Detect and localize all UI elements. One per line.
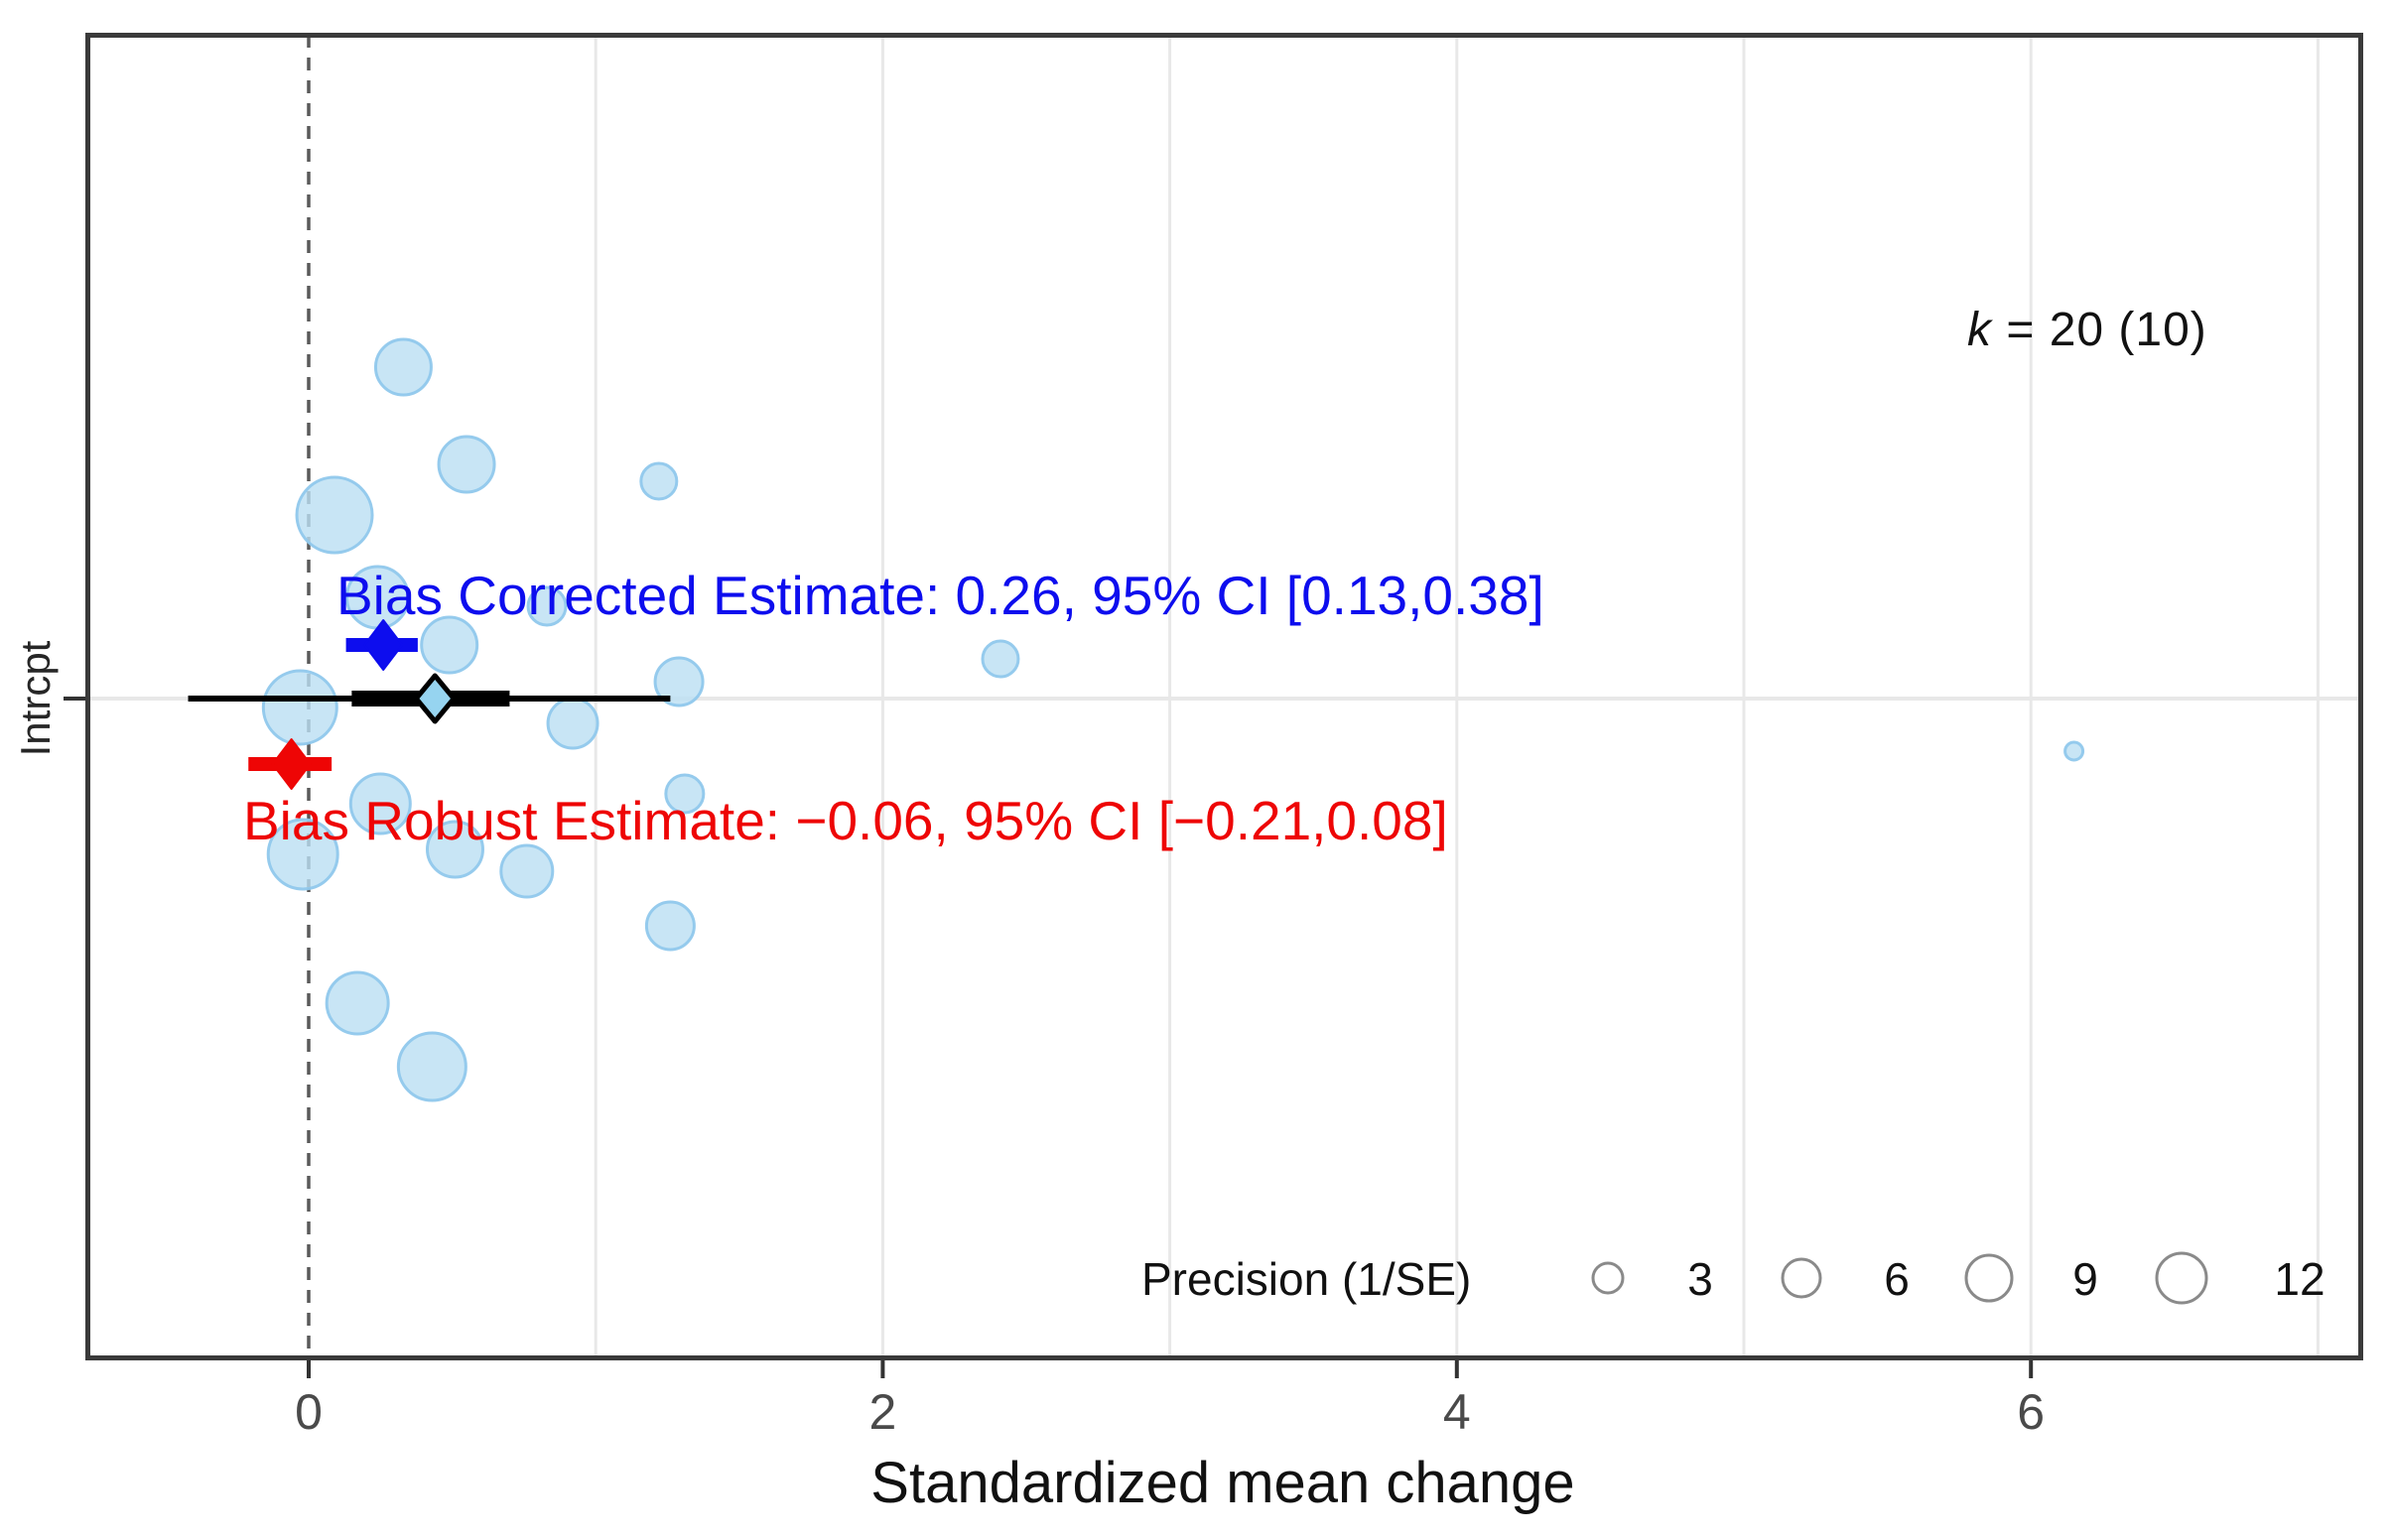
study-bubble [653,656,705,707]
x-axis-label: Standardized mean change [870,1451,1575,1515]
study-bubble [266,818,339,891]
legend-size-label: 6 [1884,1253,1910,1305]
x-tick-label: 2 [868,1384,897,1440]
legend-size-label: 3 [1687,1253,1713,1305]
study-bubble [981,639,1020,679]
legend-size-circle [1591,1261,1625,1295]
legend-title: Precision (1/SE) [1141,1253,1472,1305]
study-bubble [325,970,390,1036]
study-bubble [639,461,679,501]
study-bubble [664,773,706,815]
legend-size-circle [1781,1257,1822,1299]
k-count-annotation: k = 20 (10) [1967,307,2207,354]
study-bubble [295,475,374,555]
study-bubble [546,697,599,750]
study-bubble [425,820,484,879]
study-bubble [437,435,496,494]
summary-diamond [413,673,457,724]
study-bubble [373,337,433,397]
y-axis-label: Intrcpt [12,640,59,757]
bias-robust-marker-diamond [271,738,312,790]
bias-robust-estimate-text: Bias Robust Estimate: −0.06, 95% CI [−0.… [243,790,1448,851]
k-symbol: k [1967,304,1992,356]
k-value: = 20 (10) [1992,304,2207,356]
study-bubble [420,615,479,675]
study-bubble [2063,740,2085,762]
bias-corrected-marker-diamond [363,619,404,671]
study-bubble [396,1031,467,1102]
study-bubble [644,900,696,952]
study-bubble [348,772,412,835]
study-bubble [261,669,338,746]
legend-size-circle [2155,1251,2208,1305]
bias-corrected-estimate-text: Bias Corrected Estimate: 0.26, 95% CI [0… [336,565,1544,626]
legend-size-circle [1964,1253,2014,1303]
x-tick-label: 4 [1442,1384,1471,1440]
x-tick-label: 0 [295,1384,323,1440]
study-bubble [499,843,555,899]
x-tick-label: 6 [2017,1384,2046,1440]
legend-size-label: 12 [2274,1253,2326,1305]
study-bubble [526,585,568,627]
legend-size-label: 9 [2072,1253,2098,1305]
